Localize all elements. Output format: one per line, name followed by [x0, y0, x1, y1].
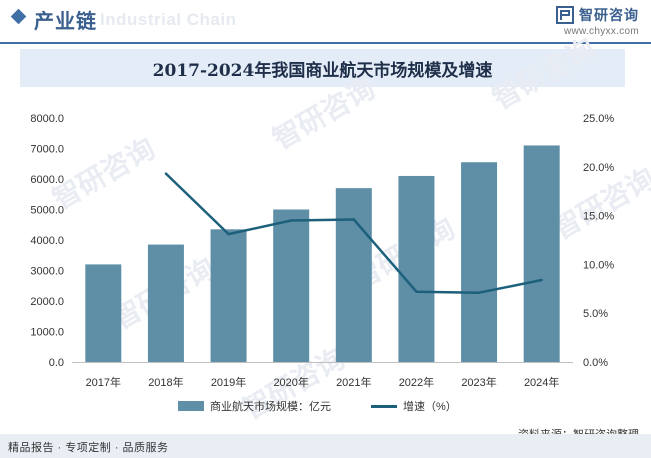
- legend-bar-swatch: [178, 401, 204, 411]
- watermark-text: 智研咨询: [48, 132, 161, 215]
- x-tick-label: 2024年: [524, 375, 559, 389]
- brand-logo-icon: [556, 6, 574, 24]
- axis-layer: 2017年 2018年 2019年 2020年 2021年 2022年 2023年 2024年…: [30, 113, 614, 389]
- left-tick-label: 1000.0: [30, 327, 64, 339]
- left-tick-label: 5000.0: [30, 205, 64, 217]
- legend-line-swatch: [371, 404, 397, 408]
- watermark-text: 智研咨询: [488, 32, 601, 115]
- section-title: 产业链: [34, 11, 97, 33]
- bar-2020年: [273, 209, 310, 362]
- legend-line-label: 增速（%）: [403, 401, 457, 413]
- bar-2017年: [85, 264, 122, 362]
- right-tick-label: 10.0%: [583, 259, 614, 271]
- chart-canvas: 智研咨询智研咨询智研咨询智研咨询智研咨询智研咨询智研咨询 2017年2018年2…: [30, 32, 651, 425]
- left-tick-label: 3000.0: [30, 266, 64, 278]
- chart-title: 2017-2024年我国商业航天市场规模及增速: [152, 60, 493, 81]
- x-tick-label: 2020年: [273, 375, 308, 389]
- brand: 智研咨询 www.chyxx.com: [556, 5, 639, 37]
- bar-2018年: [147, 244, 184, 362]
- x-tick-label: 2021年: [336, 375, 371, 389]
- x-tick-label: 2019年: [211, 375, 246, 389]
- x-tick-label: 2023年: [461, 375, 496, 389]
- legend-bar-label: 商业航天市场规模：亿元: [210, 401, 331, 413]
- line-layer: [164, 172, 543, 294]
- right-tick-label: 20.0%: [583, 162, 614, 174]
- right-tick-label: 25.0%: [583, 113, 614, 125]
- growth-point-2023年: [477, 291, 481, 294]
- chart-title-box: 2017-2024年我国商业航天市场规模及增速: [20, 49, 625, 87]
- bar-2021年: [335, 188, 372, 362]
- x-tick-label: 2018年: [148, 375, 183, 389]
- left-tick-label: 6000.0: [30, 174, 64, 186]
- bar-2024年: [523, 145, 560, 362]
- x-tick-label: 2017年: [86, 375, 121, 389]
- growth-point-2020年: [289, 219, 293, 222]
- growth-point-2019年: [227, 232, 230, 236]
- bar-2023年: [461, 162, 498, 362]
- brand-url: www.chyxx.com: [563, 26, 639, 37]
- left-tick-label: 0.0: [49, 357, 64, 369]
- chart-legend: 商业航天市场规模：亿元 增速（%）: [178, 398, 457, 414]
- x-tick-label: 2022年: [399, 375, 434, 389]
- watermark-text: 智研咨询: [268, 72, 381, 155]
- bar-2019年: [210, 229, 247, 362]
- page-header: 产业链 Industrial Chain 智研咨询 www.chyxx.com: [0, 0, 651, 40]
- footer-text: 精品报告 · 专项定制 · 品质服务: [8, 442, 169, 454]
- left-tick-label: 2000.0: [30, 296, 64, 308]
- growth-point-2018年: [164, 172, 168, 175]
- right-tick-label: 5.0%: [583, 308, 608, 320]
- header-ghost-text: Industrial Chain: [100, 10, 237, 29]
- right-tick-label: 15.0%: [583, 211, 614, 223]
- growth-point-2021年: [352, 218, 356, 221]
- bar-2022年: [398, 175, 435, 362]
- page-footer: 精品报告 · 专项定制 · 品质服务: [0, 434, 651, 458]
- header-rule: [0, 42, 651, 44]
- left-tick-label: 8000.0: [30, 113, 64, 125]
- left-tick-label: 4000.0: [30, 235, 64, 247]
- left-tick-label: 7000.0: [30, 144, 64, 156]
- watermark-text: 智研咨询: [548, 162, 651, 245]
- right-tick-label: 0.0%: [583, 357, 608, 369]
- growth-point-2022年: [415, 290, 418, 293]
- bars-layer: [85, 145, 560, 362]
- growth-point-2024年: [540, 278, 543, 282]
- brand-name: 智研咨询: [579, 7, 639, 23]
